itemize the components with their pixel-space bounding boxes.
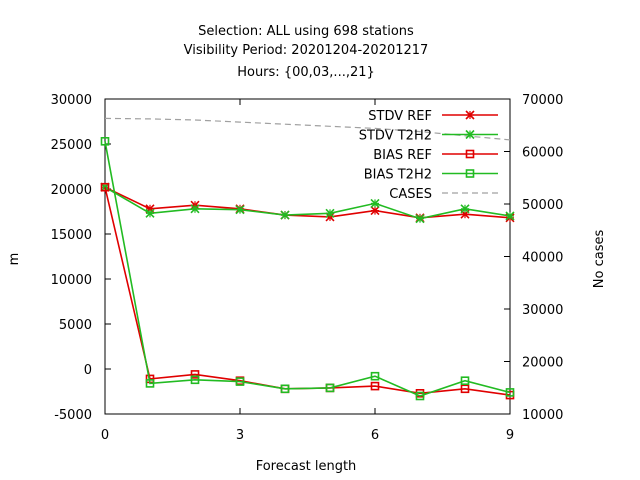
data-point-bias-ref — [370, 381, 380, 391]
y2-tick-label: 50000 — [522, 198, 563, 213]
y-tick-label: 0 — [84, 363, 92, 378]
data-point-stdv-ref — [370, 206, 380, 216]
data-point-stdv-t2h2 — [370, 198, 380, 208]
x-tick-label: 6 — [371, 428, 379, 443]
data-point-stdv-t2h2 — [325, 208, 335, 218]
y-tick-label: 15000 — [51, 228, 92, 243]
legend-marker — [465, 110, 475, 120]
legend-label: STDV T2H2 — [359, 129, 432, 144]
title-line-1: Selection: ALL using 698 stations — [198, 24, 414, 39]
legend-item-stdv-ref: STDV REF — [368, 109, 498, 124]
legend-item-stdv-t2h2: STDV T2H2 — [359, 129, 498, 144]
series-line-stdv-t2h2 — [104, 186, 511, 220]
data-point-bias-t2h2 — [325, 383, 335, 393]
y2-tick-label: 20000 — [522, 356, 563, 371]
y-tick-label: 10000 — [51, 273, 92, 288]
y-axis-label: m — [7, 253, 22, 266]
data-point-stdv-t2h2 — [460, 204, 470, 214]
legend-marker — [465, 169, 475, 178]
series-line-bias-t2h2 — [104, 141, 511, 397]
series-bias-t2h2 — [100, 137, 515, 401]
data-point-stdv-t2h2 — [505, 211, 515, 221]
chart-title: Selection: ALL using 698 stations Visibi… — [184, 24, 429, 80]
legend-item-cases: CASES — [389, 187, 498, 202]
series-stdv-t2h2 — [100, 182, 515, 224]
data-point-bias-ref — [190, 370, 200, 379]
y2-tick-label: 10000 — [522, 408, 563, 423]
data-point-bias-t2h2 — [190, 375, 200, 385]
y-tick-label: 25000 — [51, 138, 92, 153]
series-line-cases — [104, 117, 511, 141]
plot-frame — [104, 98, 511, 415]
legend-item-bias-ref: BIAS REF — [373, 148, 498, 163]
data-point-stdv-t2h2 — [235, 205, 245, 215]
data-point-bias-t2h2 — [235, 377, 245, 386]
legend: STDV REF STDV T2H2 BIAS REF BIAS T2H2 CASES — [359, 109, 498, 202]
data-point-bias-t2h2 — [280, 384, 290, 394]
series-line-stdv-ref — [104, 186, 511, 219]
data-point-bias-ref — [100, 182, 110, 192]
y-tick-label: -5000 — [54, 408, 92, 423]
legend-item-bias-t2h2: BIAS T2H2 — [364, 168, 498, 183]
x-tick-label: 9 — [506, 428, 514, 443]
series-cases — [104, 117, 511, 141]
x-tick-label: 0 — [101, 428, 109, 443]
data-point-stdv-t2h2 — [145, 208, 155, 218]
series-line-bias-ref — [104, 187, 511, 396]
y2-tick-label: 40000 — [522, 251, 563, 266]
series-layer — [100, 117, 515, 401]
y2-axis-label: No cases — [592, 230, 607, 289]
data-point-bias-t2h2 — [370, 371, 380, 381]
data-point-bias-t2h2 — [145, 379, 155, 388]
data-point-stdv-t2h2 — [190, 204, 200, 214]
legend-marker — [465, 149, 475, 159]
y2-tick-label: 30000 — [522, 303, 563, 318]
y-tick-label: 30000 — [51, 93, 92, 108]
title-line-2: Visibility Period: 20201204-20201217 — [184, 43, 429, 58]
y2-tick-label: 60000 — [522, 146, 563, 161]
data-point-bias-ref — [460, 384, 470, 394]
y2-tick-label: 70000 — [522, 93, 563, 108]
data-point-bias-t2h2 — [100, 137, 110, 146]
x-axis-label: Forecast length — [256, 459, 357, 474]
title-line-3: Hours: {00,03,...,21} — [237, 65, 375, 80]
legend-label: BIAS T2H2 — [364, 168, 432, 183]
legend-label: BIAS REF — [373, 148, 432, 163]
axis-ticks: 0 3 6 9 -5000 0 5000 10000 15000 20000 25000 30000 1… — [51, 93, 564, 443]
legend-marker — [465, 129, 475, 140]
data-point-bias-t2h2 — [415, 391, 425, 401]
data-point-bias-t2h2 — [460, 376, 470, 386]
data-point-stdv-t2h2 — [415, 214, 425, 224]
series-stdv-ref — [100, 182, 515, 223]
data-point-stdv-t2h2 — [280, 210, 290, 220]
legend-label: CASES — [389, 187, 432, 202]
data-point-bias-t2h2 — [505, 388, 515, 397]
legend-label: STDV REF — [368, 109, 432, 124]
y-tick-label: 5000 — [59, 318, 92, 333]
y-tick-label: 20000 — [51, 183, 92, 198]
x-tick-label: 3 — [236, 428, 244, 443]
